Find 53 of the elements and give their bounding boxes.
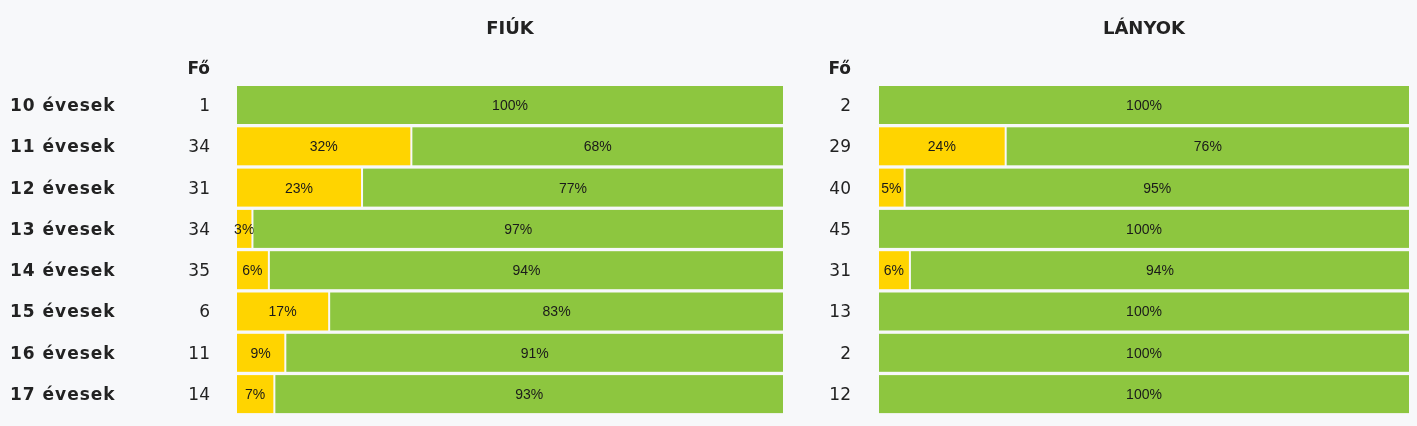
data-label: 100% — [1126, 220, 1162, 237]
y-tick-label: 29 — [829, 136, 851, 157]
y-tick-label: 13 — [829, 301, 851, 322]
data-label: 100% — [1126, 344, 1162, 361]
data-label: 93% — [515, 386, 544, 402]
data-label: 100% — [1126, 303, 1162, 320]
y-tick-label: 2 — [840, 94, 851, 115]
y-tick-label: 12 — [829, 384, 851, 405]
data-label: 24% — [927, 138, 956, 155]
y-axis-title: Fő — [187, 58, 210, 78]
y-tick-label: 16 évesek — [10, 342, 116, 363]
data-label: 5% — [881, 179, 902, 196]
data-label: 91% — [520, 344, 549, 361]
data-label: 23% — [285, 179, 314, 196]
data-label: 97% — [504, 220, 533, 237]
y-tick-label: 40 — [829, 177, 851, 198]
data-label: 77% — [559, 179, 588, 196]
data-label: 83% — [542, 303, 571, 320]
y-tick-label: 13 évesek — [10, 218, 116, 239]
text: 34 — [188, 136, 210, 157]
data-label: 6% — [883, 262, 905, 279]
data-label: 94% — [1145, 262, 1174, 279]
data-label: 9% — [250, 344, 271, 361]
data-label: 95% — [1143, 179, 1172, 196]
y-tick-label: 11 évesek — [10, 136, 116, 157]
y-tick-label: 31 — [829, 260, 851, 281]
text: 31 — [188, 177, 210, 198]
data-label: 17% — [268, 303, 297, 320]
y-tick-label: 12 évesek — [10, 177, 116, 198]
text: 1 — [199, 94, 210, 115]
data-label: 100% — [492, 96, 528, 113]
data-label: 6% — [242, 262, 263, 279]
chart-title: FIÚK — [486, 17, 535, 38]
text: 35 — [188, 260, 210, 281]
text: 11 — [188, 342, 210, 363]
y-axis-title: Fő — [828, 58, 851, 78]
text: 14 — [188, 384, 210, 405]
y-tick-label: 10 évesek — [10, 94, 116, 115]
y-tick-label: 45 — [829, 218, 851, 239]
data-label: 7% — [245, 386, 266, 402]
data-label: 32% — [309, 138, 338, 155]
y-tick-label: 2 — [840, 342, 851, 363]
y-tick-label: 14 évesek — [10, 260, 116, 281]
chart-title: LÁNYOK — [1102, 17, 1187, 38]
data-label: 100% — [1126, 96, 1162, 113]
text: 6 — [199, 301, 210, 322]
data-label: 76% — [1193, 138, 1222, 155]
text: 34 — [188, 218, 210, 239]
data-label: 68% — [583, 138, 612, 155]
data-label: 94% — [512, 262, 541, 279]
y-tick-label: 15 évesek — [10, 301, 116, 322]
y-tick-label: 17 évesek — [10, 384, 116, 405]
data-label: 100% — [1126, 386, 1162, 402]
